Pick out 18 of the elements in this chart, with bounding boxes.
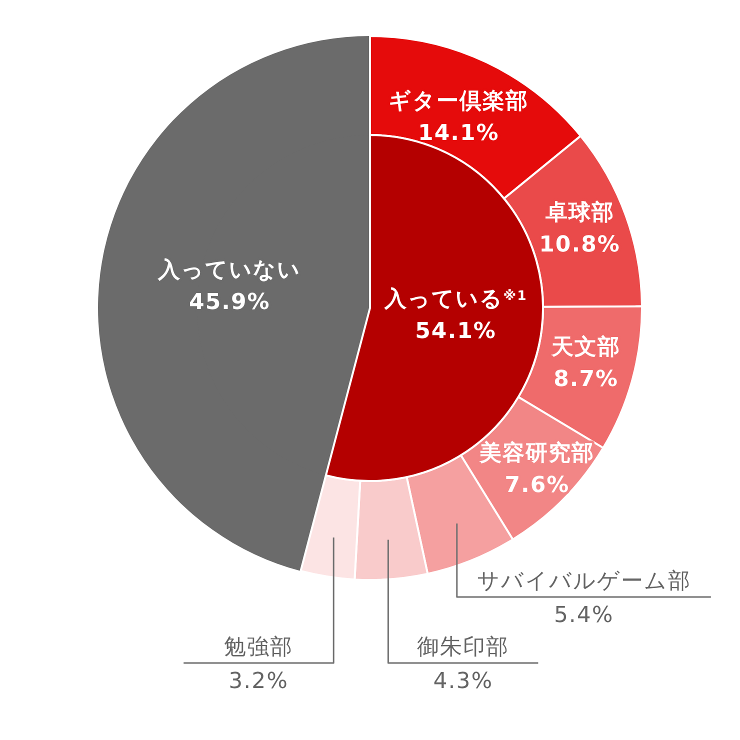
data-label: 10.8% [539, 232, 620, 258]
data-label: 7.6% [504, 473, 570, 498]
data-label: 45.9% [189, 290, 270, 315]
data-label: 3.2% [228, 669, 289, 694]
category-label: ギター倶楽部 [388, 89, 529, 114]
data-label: 8.7% [554, 367, 619, 392]
category-label: 御朱印部 [417, 635, 510, 660]
category-label: サバイバルゲーム部 [476, 569, 691, 594]
category-label: 美容研究部 [480, 441, 595, 466]
category-label: 卓球部 [545, 200, 614, 226]
category-label: 勉強部 [224, 635, 294, 660]
data-label: 5.4% [554, 603, 614, 628]
data-label: 54.1% [415, 319, 496, 344]
category-label: 入っている$^{※1}$ [384, 287, 528, 312]
data-label: 4.3% [433, 669, 494, 694]
category-label: 入っていない [158, 258, 302, 283]
data-label: 14.1% [418, 121, 500, 146]
category-label: 天文部 [552, 335, 621, 360]
